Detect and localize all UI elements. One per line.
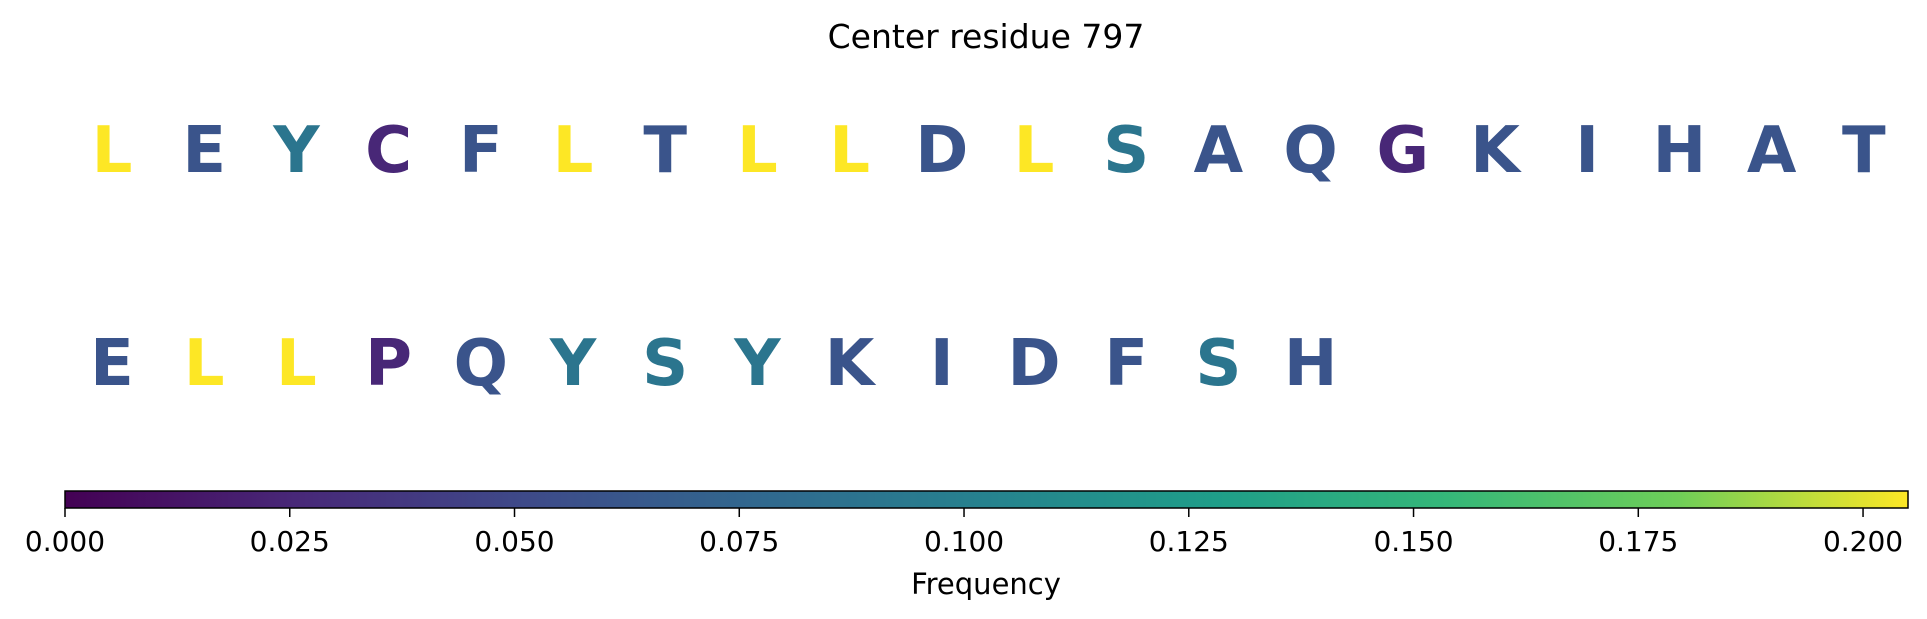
residue-letter: H — [1284, 327, 1338, 401]
residue-letter: L — [829, 114, 870, 188]
residue-letter: S — [642, 327, 688, 401]
colorbar-tick-label: 0.025 — [250, 525, 330, 558]
colorbar-tick-label: 0.200 — [1823, 525, 1903, 558]
residue-letter: L — [92, 114, 133, 188]
colorbar-tick-label: 0.100 — [924, 525, 1004, 558]
colorbar-tick-label: 0.000 — [25, 525, 105, 558]
residue-letter: G — [1377, 114, 1430, 188]
colorbar-tick-label: 0.050 — [474, 525, 554, 558]
residue-letter: L — [1014, 114, 1055, 188]
residue-letter: Y — [733, 327, 781, 401]
residue-letter: Y — [549, 327, 597, 401]
residue-letter: Q — [454, 327, 508, 401]
residue-letter: D — [915, 114, 968, 188]
residue-letter: K — [825, 327, 877, 401]
colorbar-tick-label: 0.150 — [1373, 525, 1453, 558]
colorbar-tick-label: 0.175 — [1598, 525, 1678, 558]
colorbar-tick-label: 0.125 — [1149, 525, 1229, 558]
chart-title: Center residue 797 — [828, 17, 1145, 56]
residue-letter: F — [1104, 327, 1148, 401]
residue-letter: I — [1575, 114, 1599, 188]
colorbar-tick-label: 0.075 — [699, 525, 779, 558]
residue-letter: E — [182, 114, 226, 188]
residue-letter: I — [930, 327, 954, 401]
colorbar-ticks: 0.000 0.025 0.050 0.075 0.100 0.125 0.150 0.175… — [25, 508, 1903, 558]
residue-letter: C — [365, 114, 412, 188]
residue-letter: P — [365, 327, 412, 401]
residue-letter: D — [1007, 327, 1060, 401]
residue-letter: T — [1842, 114, 1886, 188]
residue-letter: E — [90, 327, 134, 401]
residue-letter: K — [1470, 114, 1522, 188]
residue-letter: H — [1653, 114, 1707, 188]
residue-letter: L — [276, 327, 317, 401]
residue-letter: T — [643, 114, 687, 188]
residue-letter: Y — [272, 114, 320, 188]
colorbar-gradient-bar — [64, 490, 1909, 509]
residue-letter: S — [1103, 114, 1149, 188]
residue-letter: Q — [1283, 114, 1337, 188]
residue-letter: F — [459, 114, 503, 188]
residue-sequence: L E Y C F L T L L D L S A Q G K I H A TE L L P Q Y S Y K I D F S H — [90, 114, 1886, 401]
colorbar: 0.000 0.025 0.050 0.075 0.100 0.125 0.150 0.175… — [25, 490, 1909, 601]
residue-letter: A — [1747, 114, 1797, 188]
colorbar-label: Frequency — [911, 567, 1061, 601]
residue-letter: S — [1195, 327, 1241, 401]
residue-letter: L — [737, 114, 778, 188]
residue-letter: A — [1194, 114, 1244, 188]
residue-letter: L — [553, 114, 594, 188]
residue-letter: L — [184, 327, 225, 401]
